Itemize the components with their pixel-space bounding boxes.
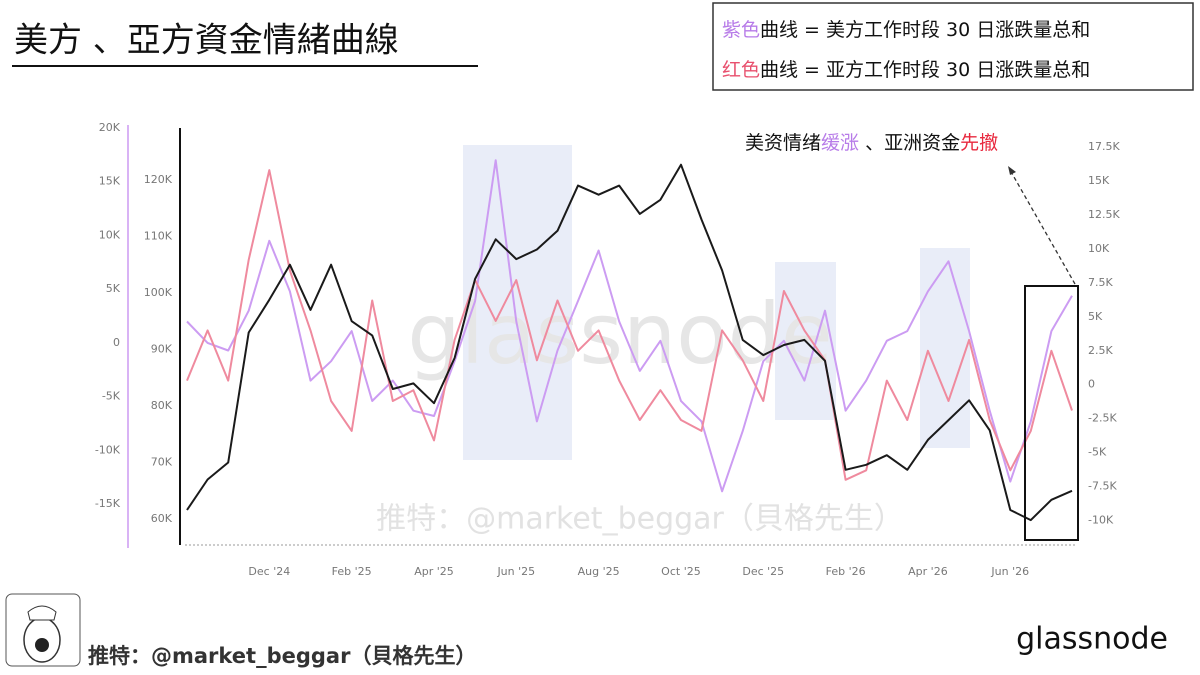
annotation-part: 、亚洲资金 (859, 132, 960, 154)
x-tick-label: Dec '25 (742, 565, 784, 578)
tick-label: -5K (1088, 446, 1107, 459)
legend-text: 曲线 = 亚方工作时段 30 日涨跌量总和 (760, 59, 1090, 81)
tick-label: 15K (99, 175, 121, 188)
legend-text: 曲线 = 美方工作时段 30 日涨跌量总和 (760, 19, 1090, 41)
series-line (186, 159, 1073, 493)
annotation: 美资情绪缓涨 、亚洲资金先撤 (745, 132, 998, 154)
tick-label: -7.5K (1088, 480, 1117, 493)
tick-label: 15K (1088, 174, 1110, 187)
x-tick-label: Apr '26 (908, 565, 948, 578)
tick-label: -5K (102, 390, 121, 403)
watermark-credit: 推特：@market_beggar（貝格先生） (376, 502, 904, 537)
annotation-part: 先撤 (960, 132, 998, 154)
title: 美方 、亞方資金情緒曲線 (14, 21, 399, 61)
logo: glassnode (1016, 622, 1168, 657)
plot: -15K -10K -5K 0 5K 10K 15K 20K 60K 70K 80K 90K 100K 1… (95, 121, 1121, 578)
x-tick-label: Dec '24 (248, 565, 290, 578)
tick-label: -15K (95, 497, 121, 510)
avatar-icon (5, 593, 81, 667)
tick-label: -10K (95, 443, 121, 456)
tick-label: 12.5K (1088, 208, 1120, 221)
arrow-head (1008, 166, 1016, 175)
tick-label: 7.5K (1088, 276, 1113, 289)
x-tick-label: Jun '25 (496, 565, 535, 578)
tick-label: 60K (151, 512, 173, 525)
tick-label: 10K (1088, 242, 1110, 255)
legend-color-word: 紫色 (722, 19, 760, 41)
legend-color-word: 红色 (722, 59, 760, 81)
tick-label: 110K (144, 229, 173, 242)
highlight-box (1024, 285, 1079, 541)
tick-label: 20K (99, 121, 121, 134)
x-tick-label: Feb '26 (826, 565, 866, 578)
annotation-part: 缓涨 (821, 132, 859, 154)
annotation-part: 美资情绪 (745, 132, 821, 154)
x-tick-label: Aug '25 (578, 565, 620, 578)
x-tick-label: Apr '25 (414, 565, 454, 578)
tick-label: 5K (1088, 310, 1103, 323)
tick-label: 120K (144, 173, 173, 186)
arrow (1009, 169, 1076, 285)
highlight-band (463, 145, 572, 460)
series-line (186, 169, 1073, 481)
x-tick-label: Feb '25 (332, 565, 372, 578)
tick-label: 0 (113, 336, 120, 349)
tick-label: 5K (106, 282, 121, 295)
tick-label: 0 (1088, 378, 1095, 391)
tick-label: 2.5K (1088, 344, 1113, 357)
highlight-band (920, 248, 970, 448)
tick-label: 17.5K (1088, 140, 1120, 153)
tick-label: 80K (151, 399, 173, 412)
tick-label: 90K (151, 342, 173, 355)
x-tick-label: Jun '26 (990, 565, 1029, 578)
x-tick-label: Oct '25 (661, 565, 701, 578)
tick-label: -2.5K (1088, 412, 1117, 425)
tick-label: 10K (99, 228, 121, 241)
tick-label: 100K (144, 286, 173, 299)
footer-credit: 推特：@market_beggar（貝格先生） (88, 644, 476, 668)
tick-label: 70K (151, 456, 173, 469)
legend-box (712, 2, 1194, 91)
series-line (186, 163, 1073, 522)
legend-entry: 紫色曲线 = 美方工作时段 30 日涨跌量总和 (722, 19, 1090, 41)
tick-label: -10K (1088, 514, 1114, 527)
legend-entry: 红色曲线 = 亚方工作时段 30 日涨跌量总和 (722, 59, 1090, 81)
